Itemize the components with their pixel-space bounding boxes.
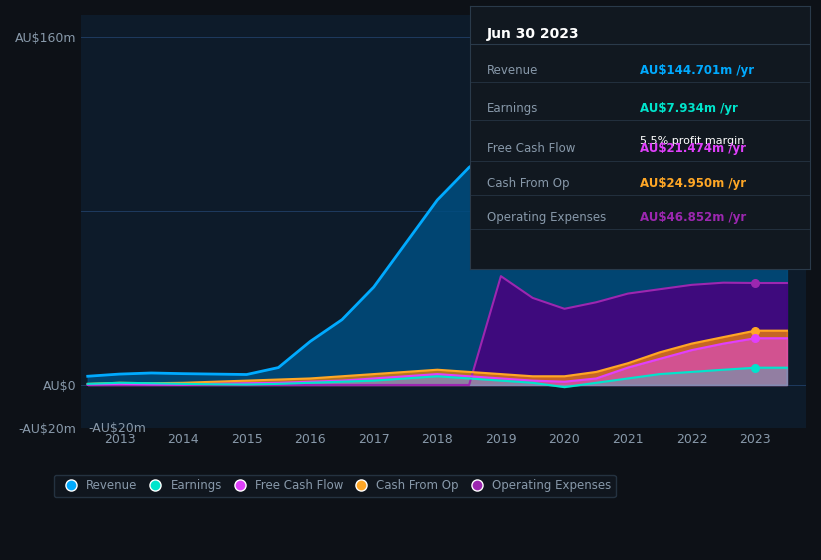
- Text: Free Cash Flow: Free Cash Flow: [487, 142, 575, 156]
- Point: [749, 66, 762, 74]
- Text: Jun 30 2023: Jun 30 2023: [487, 27, 580, 41]
- Text: AU$21.474m /yr: AU$21.474m /yr: [640, 142, 746, 156]
- Text: Revenue: Revenue: [487, 63, 538, 77]
- Text: AU$24.950m /yr: AU$24.950m /yr: [640, 177, 746, 190]
- Text: Cash From Op: Cash From Op: [487, 177, 569, 190]
- Point: [749, 326, 762, 335]
- Legend: Revenue, Earnings, Free Cash Flow, Cash From Op, Operating Expenses: Revenue, Earnings, Free Cash Flow, Cash …: [54, 474, 616, 497]
- Point: [749, 334, 762, 343]
- Text: 5.5% profit margin: 5.5% profit margin: [640, 136, 745, 146]
- Text: AU$46.852m /yr: AU$46.852m /yr: [640, 211, 746, 224]
- Text: AU$144.701m /yr: AU$144.701m /yr: [640, 63, 754, 77]
- Text: -AU$20m: -AU$20m: [89, 422, 146, 435]
- Text: Operating Expenses: Operating Expenses: [487, 211, 606, 224]
- Text: Earnings: Earnings: [487, 102, 538, 115]
- Text: AU$7.934m /yr: AU$7.934m /yr: [640, 102, 738, 115]
- Point: [749, 363, 762, 372]
- Point: [749, 278, 762, 287]
